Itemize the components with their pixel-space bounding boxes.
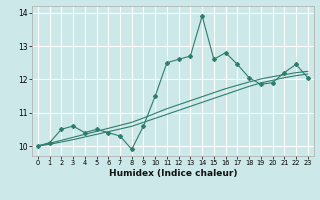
- X-axis label: Humidex (Indice chaleur): Humidex (Indice chaleur): [108, 169, 237, 178]
